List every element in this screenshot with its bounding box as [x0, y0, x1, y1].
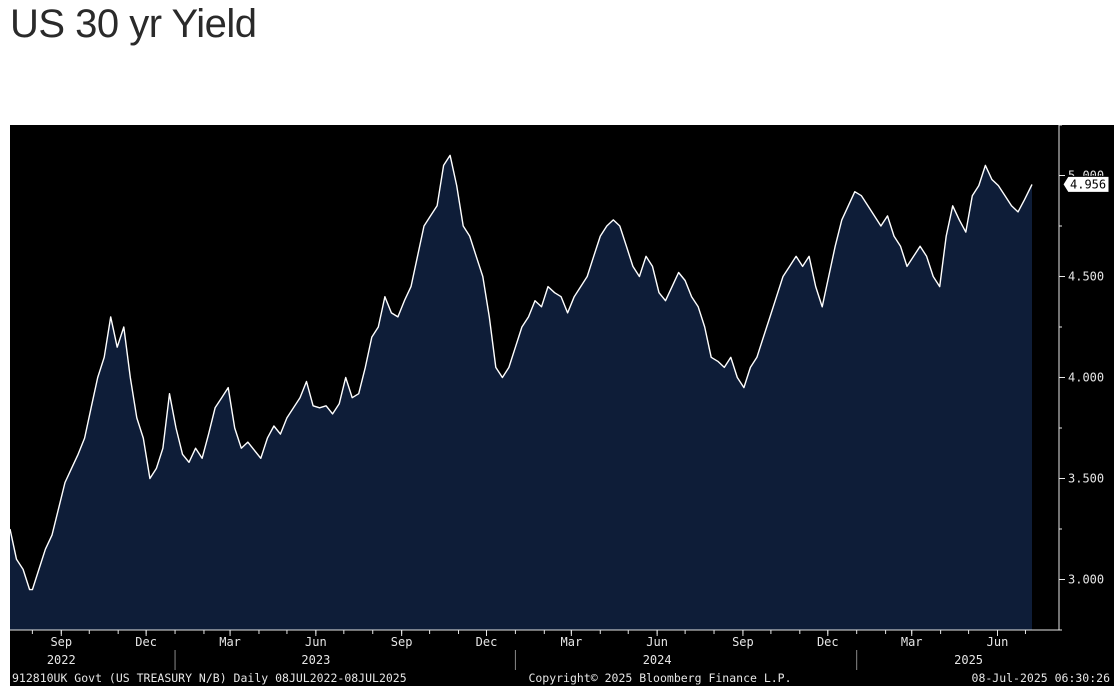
series-line	[10, 154, 1033, 591]
last-value-label: 4.956	[1070, 177, 1106, 191]
year-label: 2022	[47, 653, 76, 667]
y-tick-label: 4.500	[1068, 270, 1104, 284]
x-tick-label: Sep	[732, 635, 754, 649]
page-title: US 30 yr Yield	[10, 2, 257, 46]
x-tick-label: Mar	[219, 635, 241, 649]
x-tick-label: Mar	[561, 635, 583, 649]
last-value-tag	[1062, 175, 1110, 193]
footer-timestamp: 08-Jul-2025 06:30:26	[972, 671, 1111, 685]
x-tick-label: Dec	[817, 635, 839, 649]
x-tick-label: Jun	[987, 635, 1009, 649]
x-tick-label: Dec	[135, 635, 157, 649]
x-tick-label: Jun	[305, 635, 327, 649]
year-label: 2025	[954, 653, 983, 667]
x-tick-label: Mar	[901, 635, 923, 649]
y-tick-label: 4.000	[1068, 371, 1104, 385]
x-tick-label: Sep	[391, 635, 413, 649]
x-tick-label: Jun	[646, 635, 668, 649]
footer-copyright: Copyright© 2025 Bloomberg Finance L.P.	[528, 671, 791, 685]
series-area	[10, 155, 1032, 631]
year-label: 2023	[301, 653, 330, 667]
footer-security: 912810UK Govt (US TREASURY N/B) Daily 08…	[12, 671, 407, 685]
year-label: 2024	[643, 653, 672, 667]
y-tick-label: 3.000	[1068, 573, 1104, 587]
chart-frame: 3.000 3.500 4.000 4.500 5.000 4.956 Sep Dec Mar J…	[10, 125, 1114, 686]
x-tick-label: Dec	[476, 635, 498, 649]
y-tick-label: 3.500	[1068, 472, 1104, 486]
x-tick-label: Sep	[50, 635, 72, 649]
